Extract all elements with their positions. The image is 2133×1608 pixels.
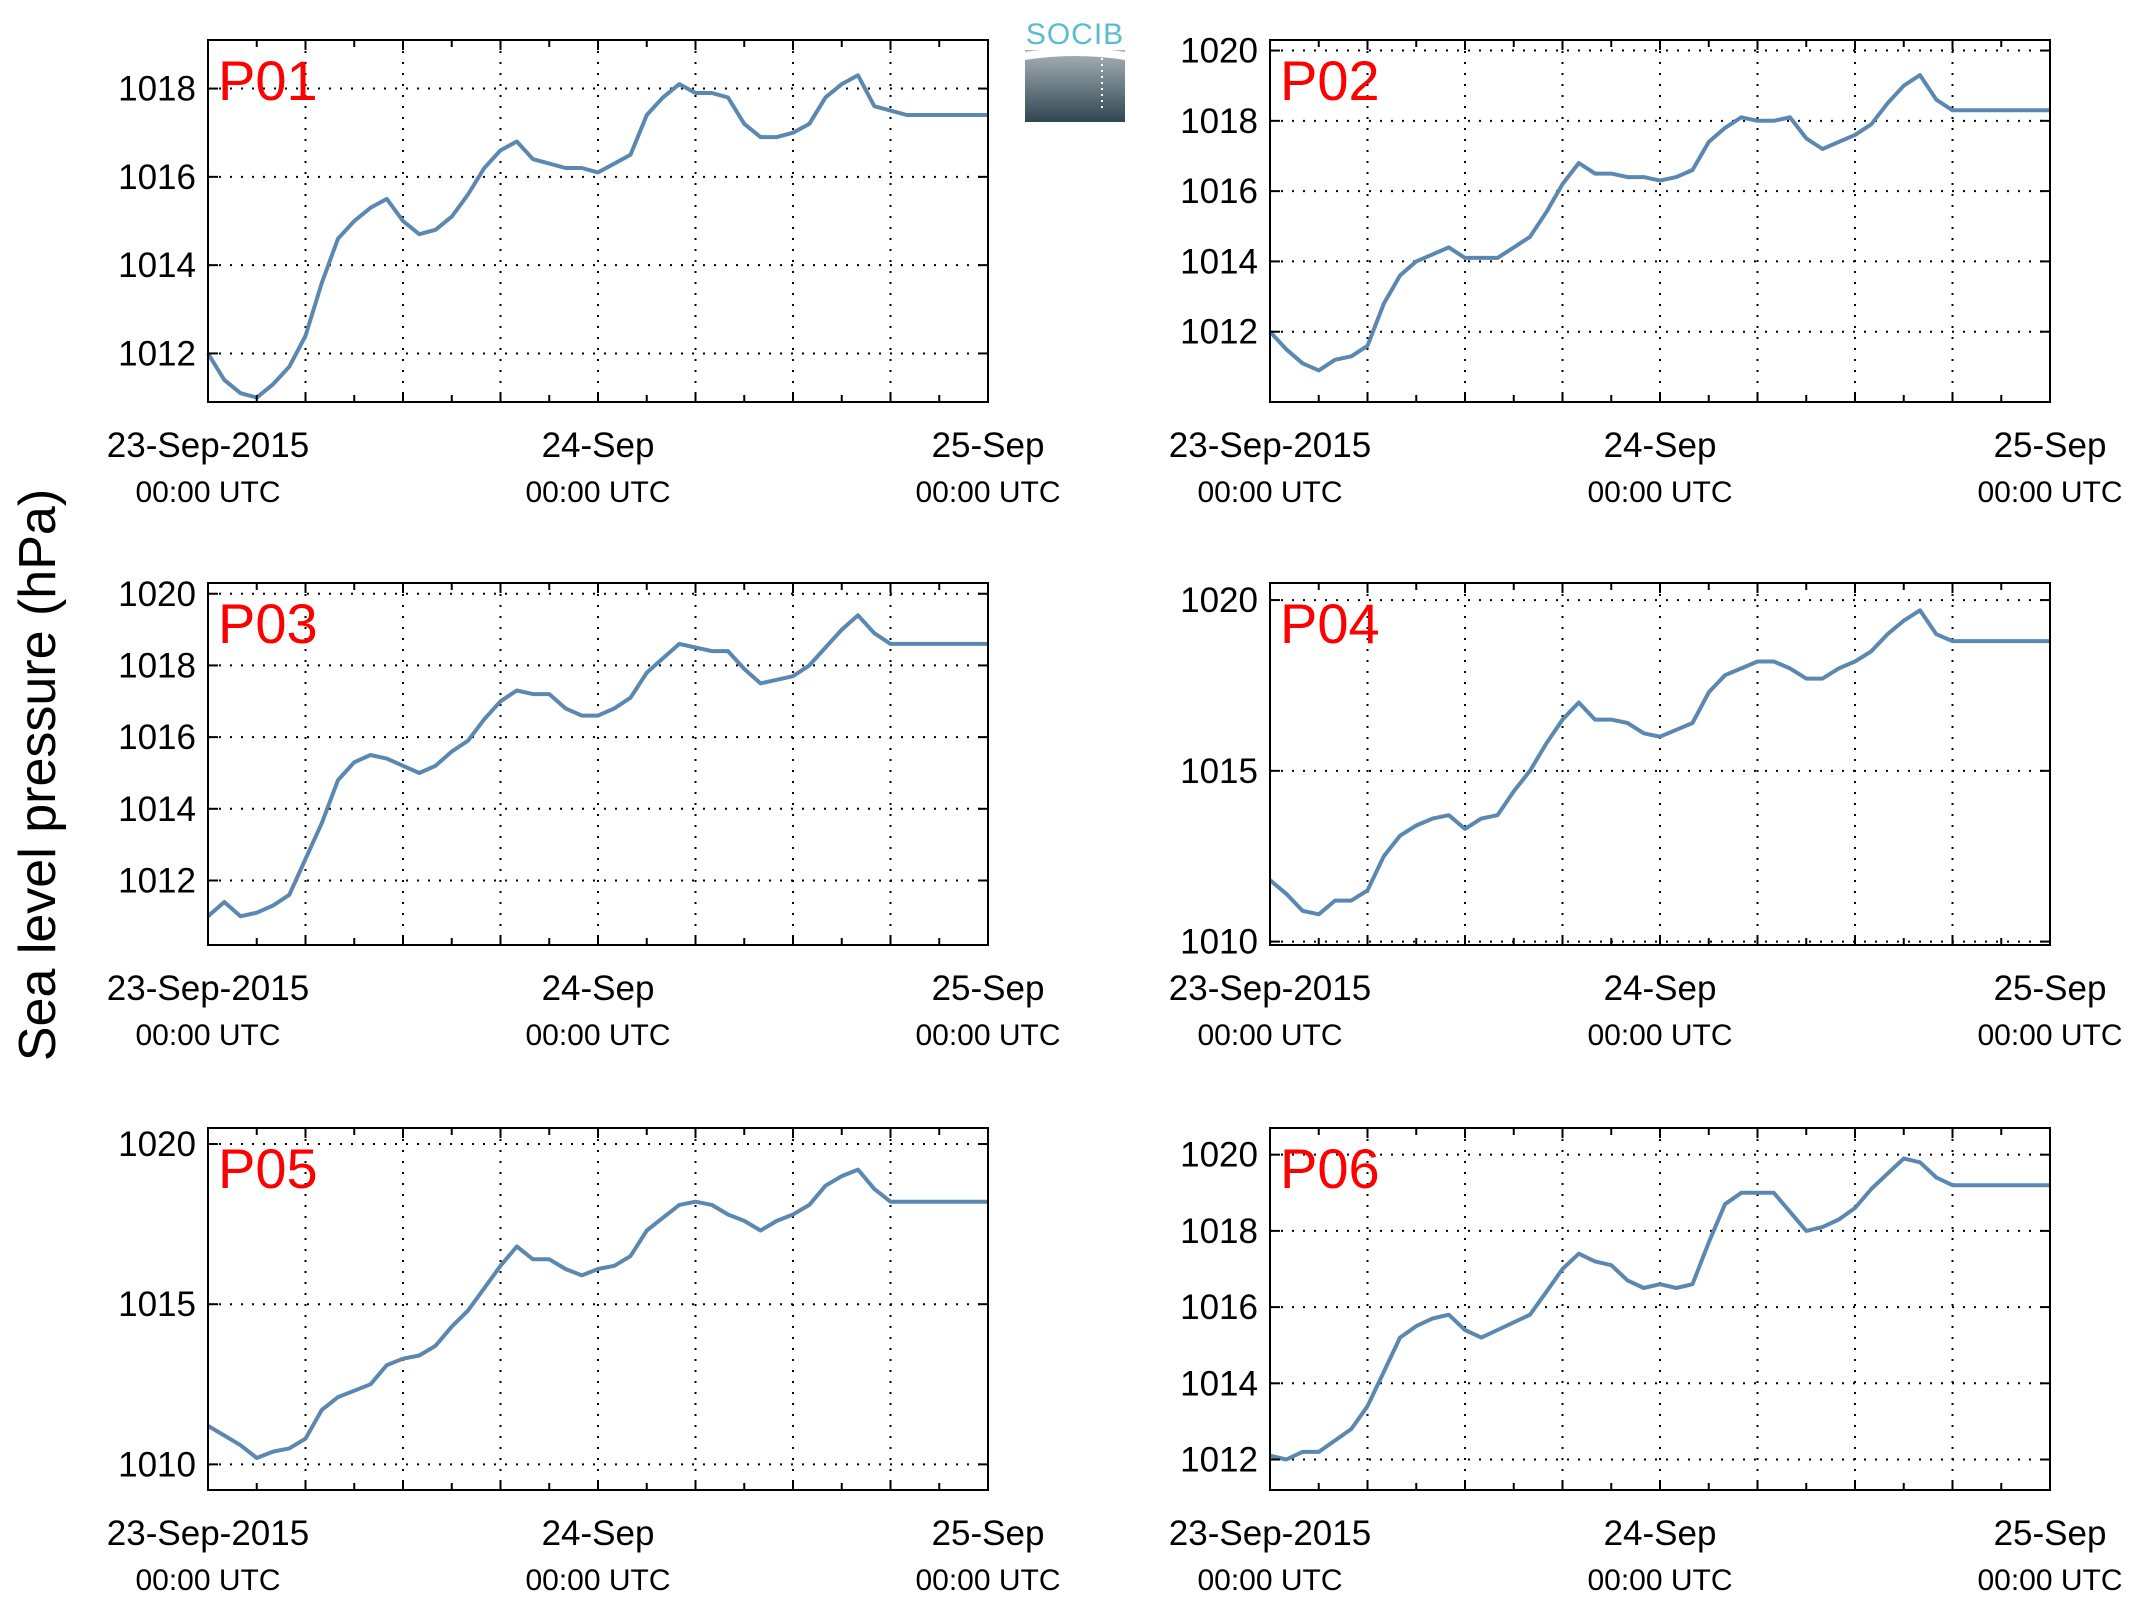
x-tick-sublabel: 00:00 UTC bbox=[1977, 476, 2122, 509]
panel-label: P04 bbox=[1280, 592, 1380, 655]
y-tick-label: 1016 bbox=[1180, 172, 1258, 211]
pressure-series-line bbox=[206, 613, 988, 919]
pressure-series-line bbox=[1268, 608, 2050, 917]
x-tick-sublabel: 00:00 UTC bbox=[915, 476, 1060, 509]
y-tick-label: 1018 bbox=[118, 70, 196, 109]
x-tick-label: 25-Sep bbox=[932, 426, 1045, 465]
x-tick-label: 23-Sep-2015 bbox=[107, 426, 309, 465]
x-tick-sublabel: 00:00 UTC bbox=[1587, 476, 1732, 509]
x-tick-label: 25-Sep bbox=[1994, 426, 2107, 465]
x-tick-sublabel: 00:00 UTC bbox=[1977, 1564, 2122, 1597]
y-tick-label: 1016 bbox=[1180, 1288, 1258, 1327]
x-tick-sublabel: 00:00 UTC bbox=[525, 1019, 670, 1052]
x-tick-label: 24-Sep bbox=[542, 1514, 655, 1553]
y-tick-label: 1012 bbox=[118, 861, 196, 900]
panel-p02: 23-Sep-2015 00:00 UTC 24-Sep 00:00 UTC 25-Se… bbox=[1169, 32, 2123, 509]
y-tick-label: 1020 bbox=[1180, 1136, 1258, 1175]
y-tick-label: 1020 bbox=[118, 575, 196, 614]
y-tick-label: 1020 bbox=[1180, 581, 1258, 620]
x-tick-label: 23-Sep-2015 bbox=[1169, 426, 1371, 465]
x-tick-label: 24-Sep bbox=[542, 969, 655, 1008]
x-tick-sublabel: 00:00 UTC bbox=[915, 1019, 1060, 1052]
x-tick-sublabel: 00:00 UTC bbox=[1197, 1564, 1342, 1597]
y-tick-label: 1014 bbox=[1180, 1364, 1258, 1403]
panel-label: P01 bbox=[218, 49, 318, 112]
y-tick-label: 1010 bbox=[1180, 923, 1258, 962]
panel-label: P06 bbox=[1280, 1137, 1380, 1200]
x-tick-sublabel: 00:00 UTC bbox=[525, 1564, 670, 1597]
x-tick-label: 25-Sep bbox=[932, 1514, 1045, 1553]
x-tick-sublabel: 00:00 UTC bbox=[1197, 476, 1342, 509]
y-tick-label: 1018 bbox=[1180, 1212, 1258, 1251]
pressure-series-line bbox=[1269, 1156, 2050, 1462]
y-tick-label: 1018 bbox=[118, 646, 196, 685]
x-tick-label: 25-Sep bbox=[932, 969, 1045, 1008]
logo-text: SOCIB bbox=[1026, 18, 1124, 51]
x-tick-sublabel: 00:00 UTC bbox=[135, 476, 280, 509]
pressure-series-line bbox=[206, 73, 988, 400]
x-tick-sublabel: 00:00 UTC bbox=[1977, 1019, 2122, 1052]
logo-block bbox=[1025, 50, 1125, 122]
x-tick-sublabel: 00:00 UTC bbox=[1587, 1564, 1732, 1597]
x-tick-sublabel: 00:00 UTC bbox=[1197, 1019, 1342, 1052]
y-tick-label: 1016 bbox=[118, 718, 196, 757]
panel-p05: 23-Sep-2015 00:00 UTC 24-Sep 00:00 UTC 25-Se… bbox=[107, 1125, 1061, 1597]
x-tick-label: 25-Sep bbox=[1994, 1514, 2107, 1553]
panel-label: P02 bbox=[1280, 49, 1380, 112]
y-tick-label: 1012 bbox=[1180, 1441, 1258, 1480]
y-tick-label: 1010 bbox=[118, 1445, 196, 1484]
panel-p06: 23-Sep-2015 00:00 UTC 24-Sep 00:00 UTC 25-Se… bbox=[1169, 1127, 2123, 1597]
y-tick-label: 1014 bbox=[118, 790, 196, 829]
x-tick-sublabel: 00:00 UTC bbox=[525, 476, 670, 509]
y-tick-label: 1014 bbox=[118, 246, 196, 285]
axes-frame bbox=[207, 582, 989, 946]
x-tick-sublabel: 00:00 UTC bbox=[135, 1019, 280, 1052]
panels: 23-Sep-2015 00:00 UTC 24-Sep 00:00 UTC 25-Se… bbox=[107, 32, 2123, 1597]
x-tick-label: 24-Sep bbox=[1604, 969, 1717, 1008]
axes-frame bbox=[1269, 582, 2051, 946]
x-tick-label: 23-Sep-2015 bbox=[1169, 969, 1371, 1008]
socib-logo: SOCIB bbox=[1025, 18, 1125, 122]
axes-frame bbox=[1269, 1127, 2051, 1491]
x-tick-label: 23-Sep-2015 bbox=[107, 969, 309, 1008]
y-axis-label: Sea level pressure (hPa) bbox=[9, 489, 67, 1061]
panel-p04: 23-Sep-2015 00:00 UTC 24-Sep 00:00 UTC 25-Se… bbox=[1169, 581, 2123, 1052]
pressure-series-line bbox=[1268, 73, 2050, 373]
y-tick-label: 1018 bbox=[1180, 102, 1258, 141]
x-tick-label: 23-Sep-2015 bbox=[1169, 1514, 1371, 1553]
x-tick-label: 24-Sep bbox=[542, 426, 655, 465]
x-tick-label: 25-Sep bbox=[1994, 969, 2107, 1008]
x-tick-sublabel: 00:00 UTC bbox=[1587, 1019, 1732, 1052]
y-tick-label: 1016 bbox=[118, 158, 196, 197]
x-tick-label: 23-Sep-2015 bbox=[107, 1514, 309, 1553]
x-tick-label: 24-Sep bbox=[1604, 1514, 1717, 1553]
y-tick-label: 1020 bbox=[1180, 32, 1258, 71]
pressure-series-line bbox=[206, 1167, 988, 1460]
axes-frame bbox=[207, 39, 989, 403]
x-tick-label: 24-Sep bbox=[1604, 426, 1717, 465]
logo-wave bbox=[1025, 48, 1125, 60]
panel-label: P05 bbox=[218, 1137, 318, 1200]
x-tick-sublabel: 00:00 UTC bbox=[135, 1564, 280, 1597]
x-tick-sublabel: 00:00 UTC bbox=[915, 1564, 1060, 1597]
y-tick-label: 1015 bbox=[1180, 752, 1258, 791]
y-tick-label: 1020 bbox=[118, 1125, 196, 1164]
panel-label: P03 bbox=[218, 592, 318, 655]
y-tick-label: 1015 bbox=[118, 1285, 196, 1324]
panel-p03: 23-Sep-2015 00:00 UTC 24-Sep 00:00 UTC 25-Se… bbox=[107, 575, 1061, 1052]
y-tick-label: 1014 bbox=[1180, 242, 1258, 281]
y-tick-label: 1012 bbox=[118, 334, 196, 373]
y-tick-label: 1012 bbox=[1180, 313, 1258, 352]
panel-p01: 23-Sep-2015 00:00 UTC 24-Sep 00:00 UTC 25-Se… bbox=[107, 39, 1061, 509]
